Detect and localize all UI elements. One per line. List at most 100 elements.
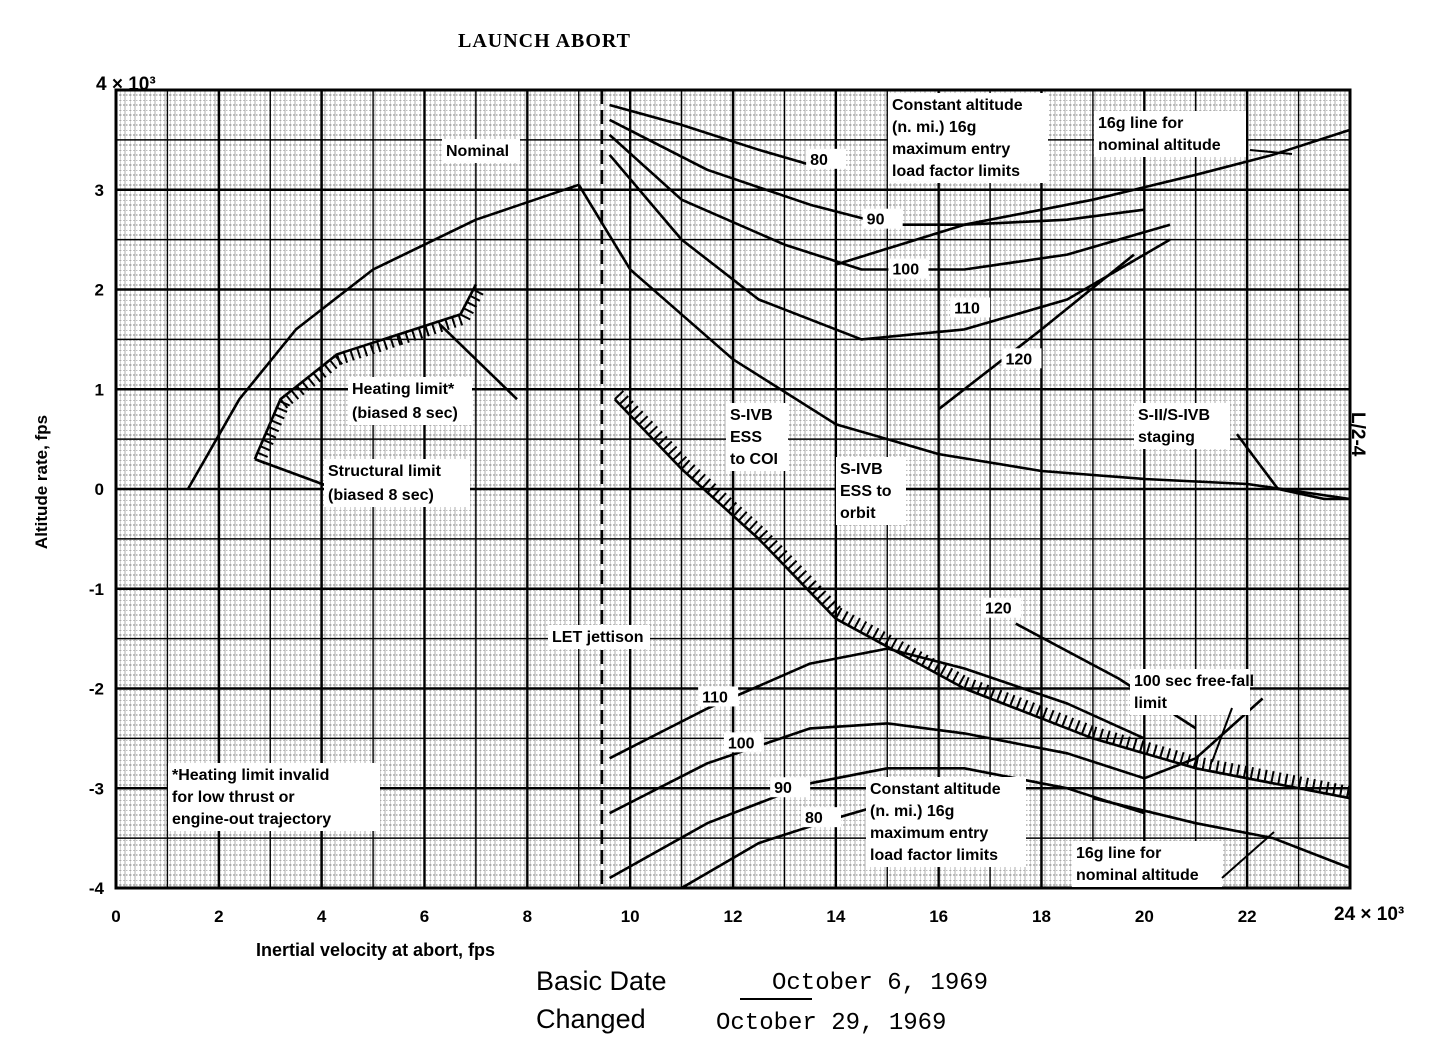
annotation-line: load factor limits	[892, 163, 1020, 180]
structural-limit-hatch	[647, 425, 658, 436]
heating-limit-hatch	[411, 329, 417, 341]
annotation-box	[348, 401, 472, 425]
annotation-line: S-II/S-IVB	[1138, 407, 1210, 424]
annotation-2: Constant altitude (n. mi.) 16g maximum ent…	[888, 93, 1048, 183]
structural-limit-hatch	[743, 515, 753, 527]
annotation-14: Constant altitude (n. mi.) 16g maximum ent…	[866, 777, 1026, 867]
heating-limit-hatch	[257, 451, 269, 458]
structural-limit-hatch	[672, 450, 683, 461]
structural-limit-hatch	[1318, 780, 1323, 793]
structural-limit-hatch	[1139, 740, 1145, 753]
heating-limit-hatch	[466, 301, 478, 308]
structural-limit-hatch	[667, 445, 678, 456]
series-line-1	[186, 183, 580, 490]
structural-limit-hatch	[902, 644, 911, 656]
pointer-arrow	[1211, 707, 1233, 763]
annotation-line: orbit	[840, 505, 876, 522]
annotation-box	[324, 459, 470, 483]
x-tick-label: 6	[420, 907, 429, 926]
heating-limit-hatch	[396, 334, 402, 346]
y-tick-label: -1	[89, 580, 104, 599]
annotation-text: S-IVB ESS to COI	[730, 407, 778, 468]
series-line-2	[577, 184, 1351, 501]
pointer-arrow	[1221, 831, 1275, 879]
annotation-line: load factor limits	[870, 847, 998, 864]
series-line-19	[1092, 796, 1351, 870]
heating-limit-hatch	[382, 338, 389, 351]
heating-limit-hatch	[271, 419, 282, 426]
series-line-5	[438, 323, 518, 401]
annotation-line: ESS	[730, 429, 762, 446]
x-tick-label: 8	[523, 907, 532, 926]
annotation-text: S-IVB ESS to orbit	[840, 461, 892, 522]
curve-label-80: 80	[805, 810, 823, 827]
structural-limit-hatch	[691, 468, 701, 480]
annotation-line: Constant altitude	[870, 781, 1001, 798]
structural-limit-hatch	[976, 682, 983, 694]
structural-limit-hatch	[1054, 712, 1062, 725]
structural-limit-hatch	[701, 478, 712, 489]
structural-limit-hatch	[657, 435, 668, 446]
structural-limit-hatch	[1263, 769, 1268, 782]
structural-limit-hatch	[1284, 773, 1289, 786]
annotation-box	[324, 483, 470, 507]
annotation-line: 16g line for	[1076, 845, 1161, 862]
annotation-text: (biased 8 sec)	[328, 487, 434, 504]
annotation-text: Constant altitude (n. mi.) 16g maximum ent…	[892, 97, 1023, 180]
annotation-line: (n. mi.) 16g	[892, 119, 976, 136]
curve-label-120: 120	[985, 601, 1012, 618]
annotation-8: S-IVB ESS to COI	[726, 403, 788, 471]
structural-limit-hatch	[1074, 719, 1081, 732]
structural-limit-hatch	[865, 624, 874, 636]
x-tick-label: 4	[317, 907, 327, 926]
structural-limit-hatch	[1067, 717, 1075, 730]
annotation-box	[888, 93, 1048, 183]
structural-limit-hatch	[1022, 699, 1029, 712]
heating-limit-hatch	[424, 325, 430, 337]
annotation-box	[1134, 403, 1230, 449]
structural-limit-hatch	[1325, 781, 1330, 794]
heating-limit-hatch	[290, 389, 300, 400]
heating-limit-hatch	[404, 331, 410, 344]
curve-label-box	[950, 297, 991, 318]
structural-limit-hatch	[996, 689, 1003, 702]
structural-limit-hatch	[1172, 750, 1178, 763]
heating-limit-hatch	[273, 413, 285, 420]
heating-limit-hatch	[463, 307, 474, 315]
structural-limit-hatch	[1105, 730, 1111, 743]
basic-date-label: Basic Date	[536, 966, 667, 996]
structural-limit-hatch	[1009, 694, 1016, 707]
annotation-line: limit	[1134, 695, 1168, 712]
heating-limit-hatch	[349, 349, 355, 361]
y-tick-label: -3	[89, 779, 104, 798]
heating-limit-hatch	[397, 334, 404, 346]
structural-limit-hatch	[830, 605, 842, 616]
annotation-15: 16g line for nominal altitude	[1072, 841, 1222, 887]
x-tick-label: 20	[1135, 907, 1154, 926]
annotation-4: Heating limit*	[348, 377, 472, 401]
structural-limit-hatch	[853, 617, 861, 630]
structural-limit-hatch	[1080, 722, 1088, 735]
series-line-11	[608, 153, 1171, 341]
curve-label-120: 120	[1006, 351, 1033, 368]
structural-limit-hatch	[1152, 744, 1158, 757]
x-tick-label: 14	[826, 907, 845, 926]
curve-label-box	[980, 597, 1021, 618]
curve-label-box	[888, 258, 929, 279]
structural-limit-hatch	[696, 473, 706, 484]
structural-limit-hatch	[1256, 768, 1261, 781]
structural-limit-hatch	[638, 415, 649, 426]
structural-limit-hatch	[1345, 785, 1351, 798]
annotation-text: S-II/S-IVB staging	[1138, 407, 1210, 446]
structural-limit-hatch	[1201, 757, 1206, 770]
structural-limit-hatch	[662, 440, 673, 451]
curve-label-box	[723, 732, 764, 753]
structural-limit-hatch	[676, 455, 688, 466]
annotation-text: 100 sec free-fall limit	[1134, 673, 1254, 712]
annotation-text: LET jettison	[552, 629, 644, 646]
structural-limit-hatch	[821, 595, 832, 606]
heating-limit-hatch	[460, 313, 471, 321]
annotation-box	[168, 763, 380, 831]
x-tick-label: 18	[1032, 907, 1051, 926]
structural-limit-hatch	[963, 676, 970, 689]
